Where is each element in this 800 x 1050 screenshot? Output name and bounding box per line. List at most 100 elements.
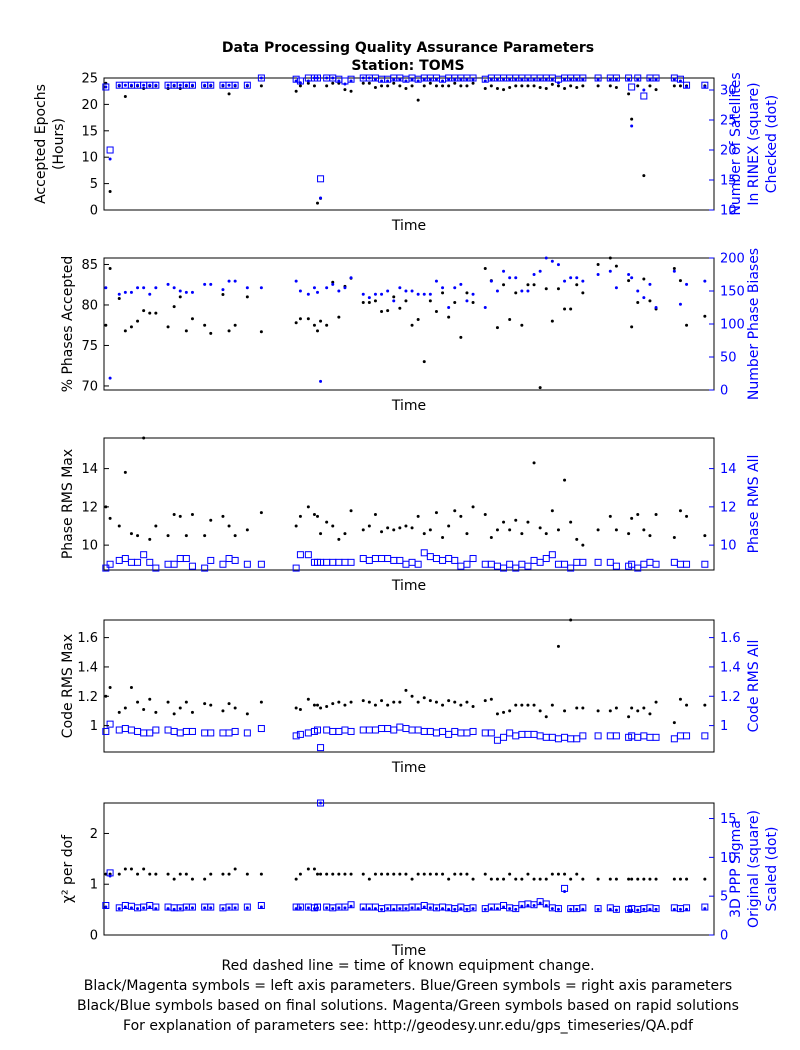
panel-marks: [104, 256, 707, 390]
data-dot: [596, 528, 600, 532]
left-tick-label: 1.4: [77, 660, 98, 675]
data-dot: [636, 877, 640, 881]
data-dot: [465, 291, 469, 295]
data-square: [231, 556, 239, 564]
data-dot: [428, 699, 432, 703]
data-dot: [642, 528, 646, 532]
data-dot: [166, 872, 170, 876]
footer-line-2: Black/Magenta symbols = left axis parame…: [84, 978, 732, 994]
data-dot: [428, 872, 432, 876]
data-square: [634, 564, 642, 572]
data-dot: [502, 710, 506, 714]
data-dot: [367, 907, 371, 911]
data-square: [420, 727, 428, 735]
data-dot: [703, 279, 707, 283]
data-dot: [331, 81, 335, 85]
right-tick-label: 0: [720, 929, 728, 944]
right-tick-label: 20: [720, 144, 737, 159]
data-dot: [648, 282, 652, 286]
data-square: [329, 727, 337, 735]
data-square: [670, 735, 678, 743]
data-dot: [514, 291, 518, 295]
data-square: [561, 733, 569, 741]
data-dot: [172, 305, 176, 309]
data-dot: [312, 76, 316, 80]
data-dot: [392, 528, 396, 532]
left-tick-label: 15: [81, 124, 98, 139]
data-dot: [259, 84, 263, 88]
data-dot: [608, 256, 612, 260]
data-dot: [294, 321, 298, 325]
left-axis-label: Accepted Epochs: [33, 84, 49, 204]
data-dot: [648, 84, 652, 88]
data-dot: [648, 877, 652, 881]
data-dot: [575, 86, 579, 90]
data-dot: [325, 286, 329, 290]
data-dot: [550, 703, 554, 707]
data-dot: [596, 273, 600, 276]
panel-marks: [102, 74, 709, 205]
data-square: [371, 726, 379, 734]
data-dot: [245, 295, 249, 299]
data-dot: [508, 276, 512, 280]
data-square: [683, 560, 691, 568]
data-dot: [685, 85, 689, 89]
data-dot: [685, 282, 689, 286]
data-dot: [489, 907, 493, 911]
panel-1: 0 5 10 15 20 25 10 15 20 25 30 Time Accepted Epochs(…: [33, 72, 780, 235]
data-dot: [319, 706, 323, 710]
data-dot: [685, 877, 689, 881]
data-dot: [508, 709, 512, 713]
data-dot: [312, 84, 316, 88]
data-dot: [642, 907, 646, 911]
data-square: [140, 729, 148, 737]
data-dot: [685, 323, 689, 327]
data-dot: [471, 505, 475, 509]
data-dot: [172, 907, 176, 911]
data-square: [243, 81, 251, 89]
data-square: [594, 905, 602, 913]
data-dot: [627, 715, 631, 719]
data-square: [207, 81, 215, 89]
data-dot: [142, 707, 146, 711]
data-dot: [108, 267, 112, 271]
data-dot: [575, 537, 579, 541]
data-dot: [422, 872, 426, 876]
data-dot: [614, 77, 618, 81]
data-dot: [209, 331, 213, 335]
data-dot: [514, 276, 518, 280]
data-dot: [654, 77, 658, 81]
data-dot: [398, 907, 402, 911]
data-dot: [410, 84, 414, 88]
data-square: [347, 727, 355, 735]
data-square: [408, 558, 416, 566]
data-square: [115, 556, 123, 564]
data-dot: [447, 877, 451, 881]
data-dot: [483, 79, 487, 83]
data-dot: [367, 301, 371, 305]
data-square: [296, 903, 304, 911]
data-dot: [520, 703, 524, 707]
data-square: [323, 558, 331, 566]
data-dot: [245, 286, 249, 290]
data-dot: [319, 379, 323, 383]
data-dot: [636, 513, 640, 517]
data-dot: [386, 526, 390, 530]
x-axis-label: Time: [391, 218, 426, 234]
data-dot: [361, 699, 365, 703]
data-dot: [294, 89, 298, 93]
data-dot: [361, 292, 365, 296]
data-square: [243, 729, 251, 737]
data-dot: [575, 276, 579, 280]
data-square: [152, 564, 160, 572]
data-dot: [672, 535, 676, 539]
data-square: [612, 74, 620, 82]
data-dot: [325, 84, 329, 88]
data-dot: [245, 712, 249, 716]
data-square: [500, 733, 508, 741]
data-dot: [190, 877, 194, 881]
left-tick-label: 10: [81, 151, 98, 166]
data-dot: [319, 319, 323, 323]
data-dot: [630, 276, 634, 280]
data-dot: [538, 77, 542, 81]
